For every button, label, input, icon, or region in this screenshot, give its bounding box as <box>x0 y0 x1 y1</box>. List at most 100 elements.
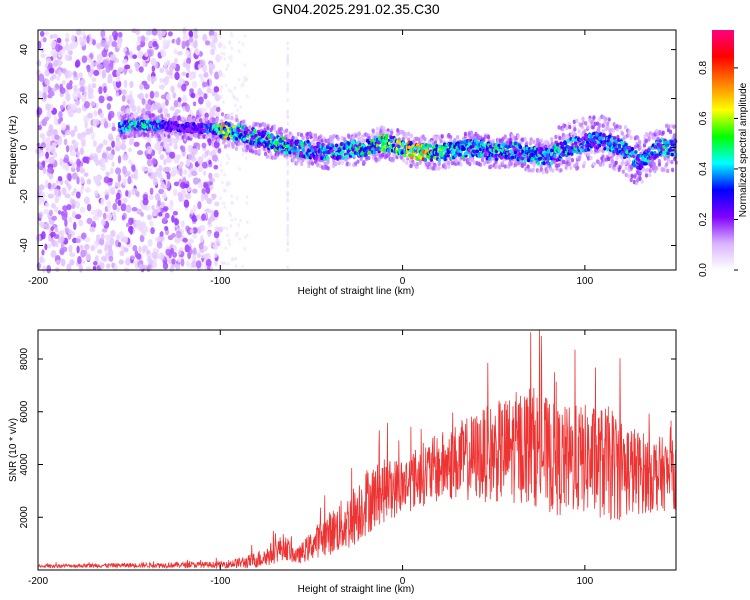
spectrogram-ridge-halo <box>581 116 585 121</box>
spectrogram-noise-cell <box>161 102 166 109</box>
spectrogram-noise-cell <box>86 35 90 44</box>
spectrogram-ridge-halo <box>489 164 493 169</box>
spectrogram-noise-cell <box>182 27 187 35</box>
spectrogram-noise-cell <box>198 51 203 57</box>
spectrogram-noise-cell <box>57 50 63 58</box>
spectrogram-ridge-cell <box>521 156 525 161</box>
spectrogram-noise-cell <box>227 238 231 243</box>
spectrogram-ridge-halo <box>468 135 472 140</box>
spectrogram-noise-cell <box>128 68 133 74</box>
spectrogram-ridge-cell <box>488 157 492 161</box>
spectrogram-noise-cell <box>53 188 59 197</box>
spectrogram-noise-cell <box>286 71 289 76</box>
spectrogram-ridge-halo <box>326 166 330 171</box>
spectrogram-ridge-cell <box>462 147 466 151</box>
spectrogram-noise-cell <box>76 245 80 254</box>
spectrogram-ridge-halo <box>230 116 234 121</box>
spectrogram-noise-cell <box>181 71 187 77</box>
spectrogram-noise-cell <box>208 137 212 147</box>
spectrogram-noise-cell <box>36 60 42 67</box>
spectrogram-noise-cell <box>173 99 179 108</box>
spectrogram-ridge-halo <box>371 128 375 133</box>
spectrogram-noise-cell <box>67 103 73 112</box>
spectrogram-noise-cell <box>78 72 83 78</box>
spectrogram-noise-cell <box>54 195 60 204</box>
spectrogram-noise-cell <box>201 161 208 169</box>
spectrogram-ridge-halo <box>527 168 532 173</box>
spectrogram-noise-cell <box>152 102 157 111</box>
spectrogram-ridge-halo <box>237 141 242 146</box>
spectrogram-ridge-cell <box>385 133 389 138</box>
spectrogram-ridge-cell <box>239 133 243 137</box>
spectrogram-noise-cell <box>121 94 126 102</box>
spectrogram-noise-cell <box>145 93 149 99</box>
spectrogram-noise-cell <box>286 62 289 66</box>
spectrogram-noise-cell <box>47 193 54 199</box>
spectrogram-noise-cell <box>174 236 181 244</box>
spectrogram-noise-cell <box>41 197 46 204</box>
spectrogram-noise-cell <box>217 42 223 49</box>
spectrogram-noise-cell <box>208 29 215 37</box>
spectrogram-ridge-cell <box>409 141 413 145</box>
spectrogram-noise-cell <box>152 247 158 254</box>
spectrogram-noise-cell <box>243 75 247 80</box>
spectrogram-ridge-cell <box>443 157 447 162</box>
spectrogram-noise-cell <box>180 145 186 153</box>
spectrogram-ridge-halo <box>610 154 615 159</box>
spectrogram-noise-cell <box>286 57 289 62</box>
spectrogram-ridge-halo <box>618 164 622 170</box>
spectrogram-ridge-halo <box>357 131 361 137</box>
spectrogram-noise-cell <box>121 89 127 96</box>
spectrogram-noise-cell <box>286 41 289 46</box>
spectrogram-noise-cell <box>84 120 88 129</box>
spectrogram-noise-cell <box>170 170 177 177</box>
spectrogram-ridge-halo <box>647 135 651 140</box>
spectrogram-noise-cell <box>75 214 82 220</box>
spectrogram-noise-cell <box>163 159 167 166</box>
spectrogram-ridge-halo <box>221 140 226 145</box>
spectrogram-noise-cell <box>152 40 158 48</box>
spectrogram-ridge-halo <box>517 134 521 139</box>
spectrogram-noise-cell <box>171 215 175 223</box>
spectrogram-noise-cell <box>147 50 152 58</box>
spectrogram-noise-cell <box>117 173 122 183</box>
spectrogram-noise-cell <box>213 252 218 258</box>
spectrogram-noise-cell <box>160 29 166 37</box>
spectrogram-ridge-halo <box>249 146 253 151</box>
spectrogram-noise-cell <box>71 40 77 50</box>
spectrogram-noise-cell <box>99 162 106 168</box>
spectrogram-noise-cell <box>174 218 180 226</box>
spectrogram-noise-cell <box>235 196 239 200</box>
spectrogram-ridge-halo <box>516 160 521 166</box>
spectrogram-ridge-halo <box>393 154 397 160</box>
spectrogram-noise-cell <box>131 188 138 194</box>
spectrogram-noise-cell <box>168 74 174 79</box>
spectrogram-noise-cell <box>92 39 96 46</box>
spectrogram-noise-cell <box>157 200 161 207</box>
spectrogram-noise-cell <box>68 244 73 251</box>
spectrogram-ridge-halo <box>503 134 507 139</box>
spectrogram-noise-cell <box>185 260 190 268</box>
spectrogram-noise-cell <box>179 78 184 86</box>
spectrogram-ridge-halo <box>486 134 491 140</box>
spectrogram-ridge-halo <box>129 132 134 138</box>
spectrogram-ridge-halo <box>167 134 171 139</box>
spectrogram-ridge-cell <box>270 145 274 150</box>
spectrogram-noise-cell <box>109 167 114 175</box>
spectrogram-noise-cell <box>286 248 289 252</box>
spectrogram-ridge-halo <box>254 150 258 156</box>
spectrogram-noise-cell <box>222 225 226 230</box>
spectrogram-noise-cell <box>116 40 122 49</box>
spectrogram-noise-cell <box>117 69 121 76</box>
spectrogram-ridge-cell <box>293 146 297 150</box>
spectrogram-ridge-cell <box>257 144 261 149</box>
spectrogram-ridge-cell <box>513 141 518 146</box>
spectrogram-noise-cell <box>47 234 52 243</box>
spectrogram-noise-cell <box>54 227 59 233</box>
spectrogram-ridge-halo <box>586 156 591 161</box>
spectrogram-ridge-halo <box>242 119 246 124</box>
spectrogram-ridge-halo <box>589 155 593 161</box>
spectrogram-ridge-halo <box>633 174 637 179</box>
spectrogram-noise-cell <box>133 141 140 147</box>
spectrogram-noise-cell <box>147 171 152 177</box>
